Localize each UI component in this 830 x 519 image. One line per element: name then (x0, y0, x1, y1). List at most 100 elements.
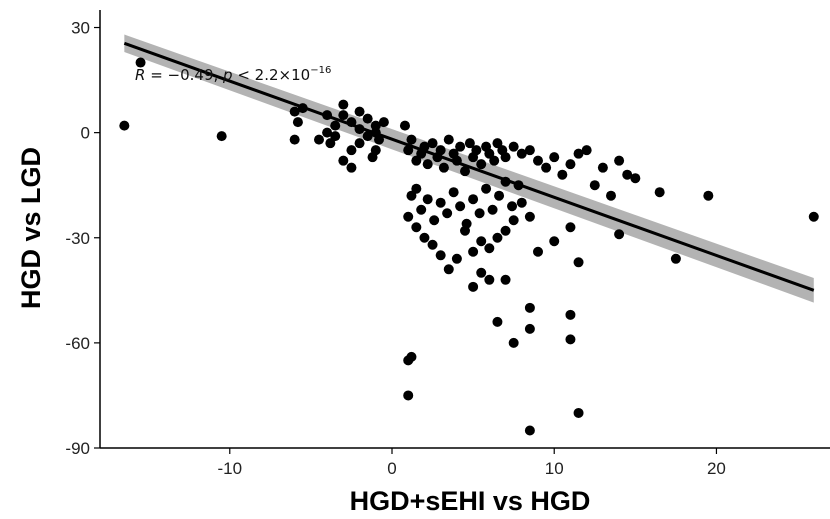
data-point (416, 204, 427, 215)
data-point (484, 148, 495, 159)
data-point (476, 159, 487, 170)
data-point (476, 267, 487, 278)
data-point (492, 316, 503, 327)
data-point (670, 253, 681, 264)
data-point (362, 131, 373, 142)
data-point (630, 173, 641, 184)
data-point (614, 155, 625, 166)
data-point (557, 169, 568, 180)
data-point (500, 274, 511, 285)
data-point (422, 194, 433, 205)
x-tick-label: -10 (217, 459, 242, 478)
y-tick-label: -30 (65, 229, 90, 248)
data-point (573, 148, 584, 159)
data-point (338, 155, 349, 166)
data-point (346, 145, 357, 156)
data-point (429, 215, 440, 226)
data-point (330, 131, 341, 142)
data-point (411, 155, 422, 166)
data-point (622, 169, 633, 180)
data-point (325, 138, 336, 149)
data-point (476, 236, 487, 247)
data-point (374, 134, 385, 145)
data-point (443, 264, 454, 275)
data-point (435, 250, 446, 261)
data-point (403, 145, 414, 156)
data-point (443, 134, 454, 145)
data-point (216, 131, 227, 142)
data-point (481, 183, 492, 194)
x-axis-title: HGD+sEHI vs HGD (350, 486, 591, 516)
x-tick-label: 0 (387, 459, 396, 478)
data-point (289, 134, 300, 145)
data-point (654, 187, 665, 198)
data-point (362, 113, 373, 124)
data-point (589, 180, 600, 191)
data-point (119, 120, 130, 131)
data-point (565, 222, 576, 233)
data-point (403, 390, 414, 401)
data-point (330, 120, 341, 131)
plot-area (119, 34, 819, 436)
data-point (549, 152, 560, 163)
data-point (573, 407, 584, 418)
data-point (460, 166, 470, 177)
data-point (524, 302, 535, 313)
data-point (500, 152, 511, 163)
data-point (399, 120, 410, 131)
data-point (314, 134, 324, 145)
data-point (541, 162, 552, 173)
y-tick-label: 0 (81, 124, 90, 143)
data-point (435, 197, 446, 208)
data-point (471, 145, 482, 156)
data-point (435, 145, 446, 156)
y-tick-label: -90 (65, 439, 90, 458)
data-point (135, 57, 146, 68)
data-point (422, 159, 433, 170)
data-point (427, 239, 438, 250)
data-point (406, 190, 417, 201)
data-point (406, 351, 417, 362)
data-point (524, 425, 535, 436)
data-point (533, 155, 543, 166)
data-point (292, 117, 303, 128)
data-point (354, 106, 365, 117)
data-point (492, 138, 503, 149)
data-point (492, 232, 503, 243)
data-point (508, 337, 519, 348)
data-point (484, 274, 495, 285)
data-point (403, 211, 414, 222)
x-axis-ticks: -10 0 10 20 (217, 448, 726, 478)
data-point (524, 211, 535, 222)
data-point (549, 236, 560, 247)
data-point (808, 211, 819, 222)
data-point (489, 155, 500, 166)
data-point (464, 138, 475, 149)
data-point (533, 246, 543, 257)
data-point (419, 232, 430, 243)
data-point (494, 190, 505, 201)
data-point (411, 222, 422, 233)
y-axis-title: HGD vs LGD (16, 147, 46, 309)
y-tick-label: -60 (65, 334, 90, 353)
y-axis-ticks: 30 0 -30 -60 -90 (65, 19, 100, 458)
data-point (468, 246, 479, 257)
regression-line (123, 41, 815, 292)
data-point (289, 106, 300, 117)
data-point (346, 162, 357, 173)
data-point (455, 141, 466, 152)
data-point (442, 208, 453, 219)
data-point (516, 148, 527, 159)
data-point (406, 134, 417, 145)
data-point (354, 138, 365, 149)
correlation-annotation: R = −0.49, p < 2.2×10−16 (135, 65, 331, 84)
data-point (614, 229, 625, 240)
data-point (524, 145, 535, 156)
data-point (581, 145, 592, 156)
data-point (367, 152, 378, 163)
data-point (524, 323, 535, 334)
data-point (565, 309, 576, 320)
data-point (451, 253, 462, 264)
data-point (338, 99, 349, 110)
